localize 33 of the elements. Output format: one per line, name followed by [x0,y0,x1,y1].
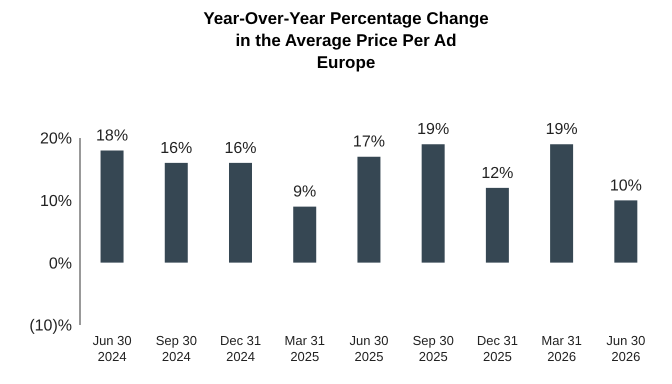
bar [550,144,574,263]
x-tick-label: Mar 31 2026 [541,333,582,364]
data-label: 19% [417,121,450,138]
bar [422,144,445,263]
x-tick-label: Jun 30 2026 [606,333,646,364]
data-label: 12% [481,164,514,182]
x-tick-label: Dec 31 2025 [476,333,518,364]
bar [357,156,380,263]
data-label: 16% [160,140,192,157]
bar [614,200,638,263]
bar [100,150,124,263]
y-tick-label: 20% [40,130,72,148]
y-tick-label: (10)% [29,318,72,335]
bar [164,162,188,263]
x-tick-label: Jun 30 2025 [349,333,389,364]
x-tick-label: Sep 30 2025 [412,333,454,364]
data-label: 17% [352,134,385,151]
data-label: 16% [224,140,257,157]
data-label: 18% [96,127,128,144]
bar [228,162,252,263]
chart-title: Year-Over-Year Percentage Change in the Average Price Per Ad [202,8,490,52]
bar [293,206,316,263]
x-tick-label: Dec 31 2024 [220,333,262,364]
x-tick-label: Sep 30 2024 [156,333,197,364]
data-label: 9% [293,184,316,201]
x-tick-label: Mar 31 2025 [284,333,326,364]
bar [486,188,509,263]
data-label: 10% [610,177,642,194]
y-tick-label: 10% [40,193,72,210]
y-tick-label: 0% [48,255,72,272]
x-tick-label: Jun 30 2024 [92,333,132,364]
data-label: 19% [546,121,578,138]
chart-subtitle: Europe [316,52,376,74]
